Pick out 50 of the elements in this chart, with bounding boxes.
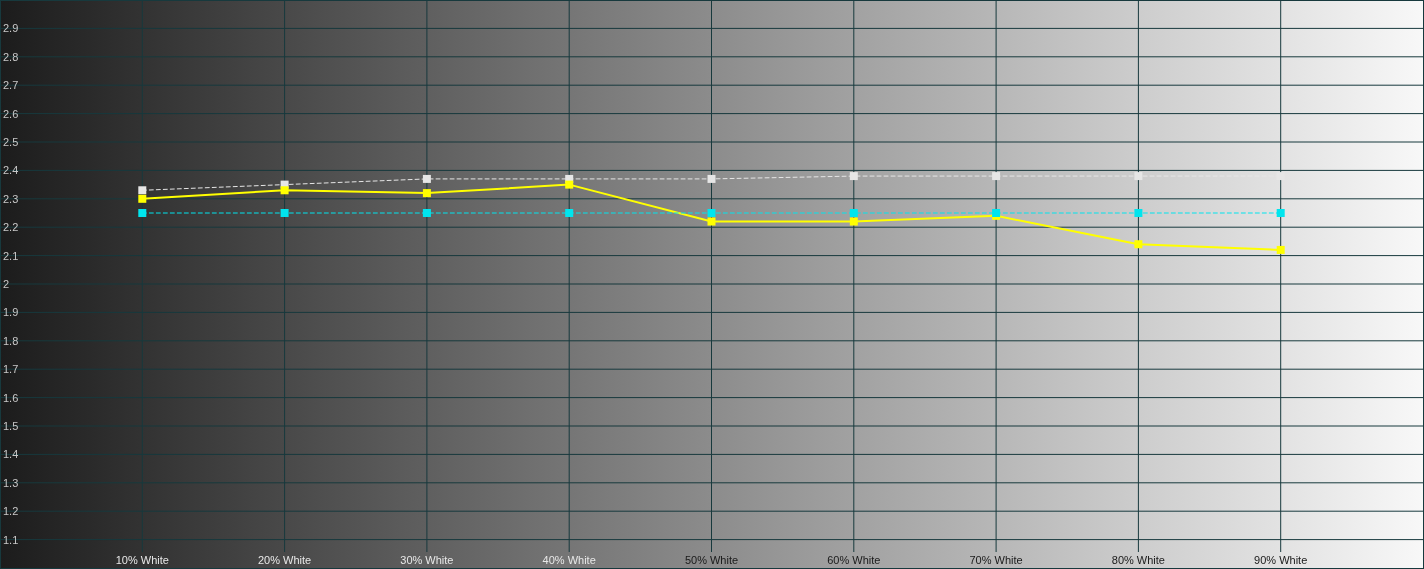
point	[1134, 172, 1143, 181]
point	[707, 209, 716, 217]
point	[138, 194, 147, 203]
point	[849, 209, 858, 217]
y-tick-label: 1.8	[3, 334, 19, 347]
y-tick-label: 1.4	[3, 448, 19, 461]
point	[138, 209, 147, 217]
y-tick-label: 1.7	[3, 363, 19, 376]
y-tick-label: 2	[3, 278, 10, 290]
x-tick-label: 90% White	[1254, 554, 1308, 566]
x-tick-label: 40% White	[542, 554, 596, 566]
point	[849, 217, 858, 226]
y-tick-label: 2.1	[3, 249, 19, 262]
point	[565, 180, 574, 189]
y-tick-label: 1.5	[3, 420, 19, 432]
y-tick-label: 1.3	[3, 476, 19, 489]
point	[707, 217, 716, 226]
point	[280, 209, 289, 217]
x-tick-label: 60% White	[827, 554, 881, 566]
y-tick-label: 2.2	[3, 221, 19, 234]
point	[422, 189, 431, 198]
y-tick-label: 2.3	[3, 192, 19, 205]
point	[1134, 209, 1143, 217]
point	[280, 186, 289, 195]
point	[565, 209, 574, 217]
point	[1134, 240, 1143, 249]
y-tick-label: 1.9	[3, 306, 19, 319]
y-tick-label: 2.5	[3, 136, 19, 148]
point	[849, 172, 858, 181]
point	[707, 174, 716, 183]
point	[138, 186, 147, 195]
point	[1276, 209, 1285, 217]
x-tick-label: 30% White	[400, 554, 454, 566]
point	[422, 209, 431, 217]
point	[422, 174, 431, 183]
y-tick-label: 1.2	[3, 505, 19, 518]
y-tick-label: 2.4	[3, 164, 19, 177]
x-tick-label: 70% White	[969, 554, 1023, 566]
y-tick-label: 2.7	[3, 79, 19, 92]
y-tick-label: 1.6	[3, 391, 19, 404]
y-tick-label: 2.6	[3, 107, 19, 120]
x-tick-label: 50% White	[684, 554, 739, 566]
y-tick-label: 1.1	[3, 533, 19, 546]
x-tick-label: 10% White	[115, 554, 169, 566]
x-tick-label: 20% White	[258, 554, 312, 566]
point	[992, 172, 1001, 181]
x-tick-label: 80% White	[1111, 554, 1165, 566]
y-tick-label: 2.8	[3, 50, 19, 63]
point	[1276, 245, 1285, 254]
y-tick-label: 2.9	[3, 22, 19, 35]
